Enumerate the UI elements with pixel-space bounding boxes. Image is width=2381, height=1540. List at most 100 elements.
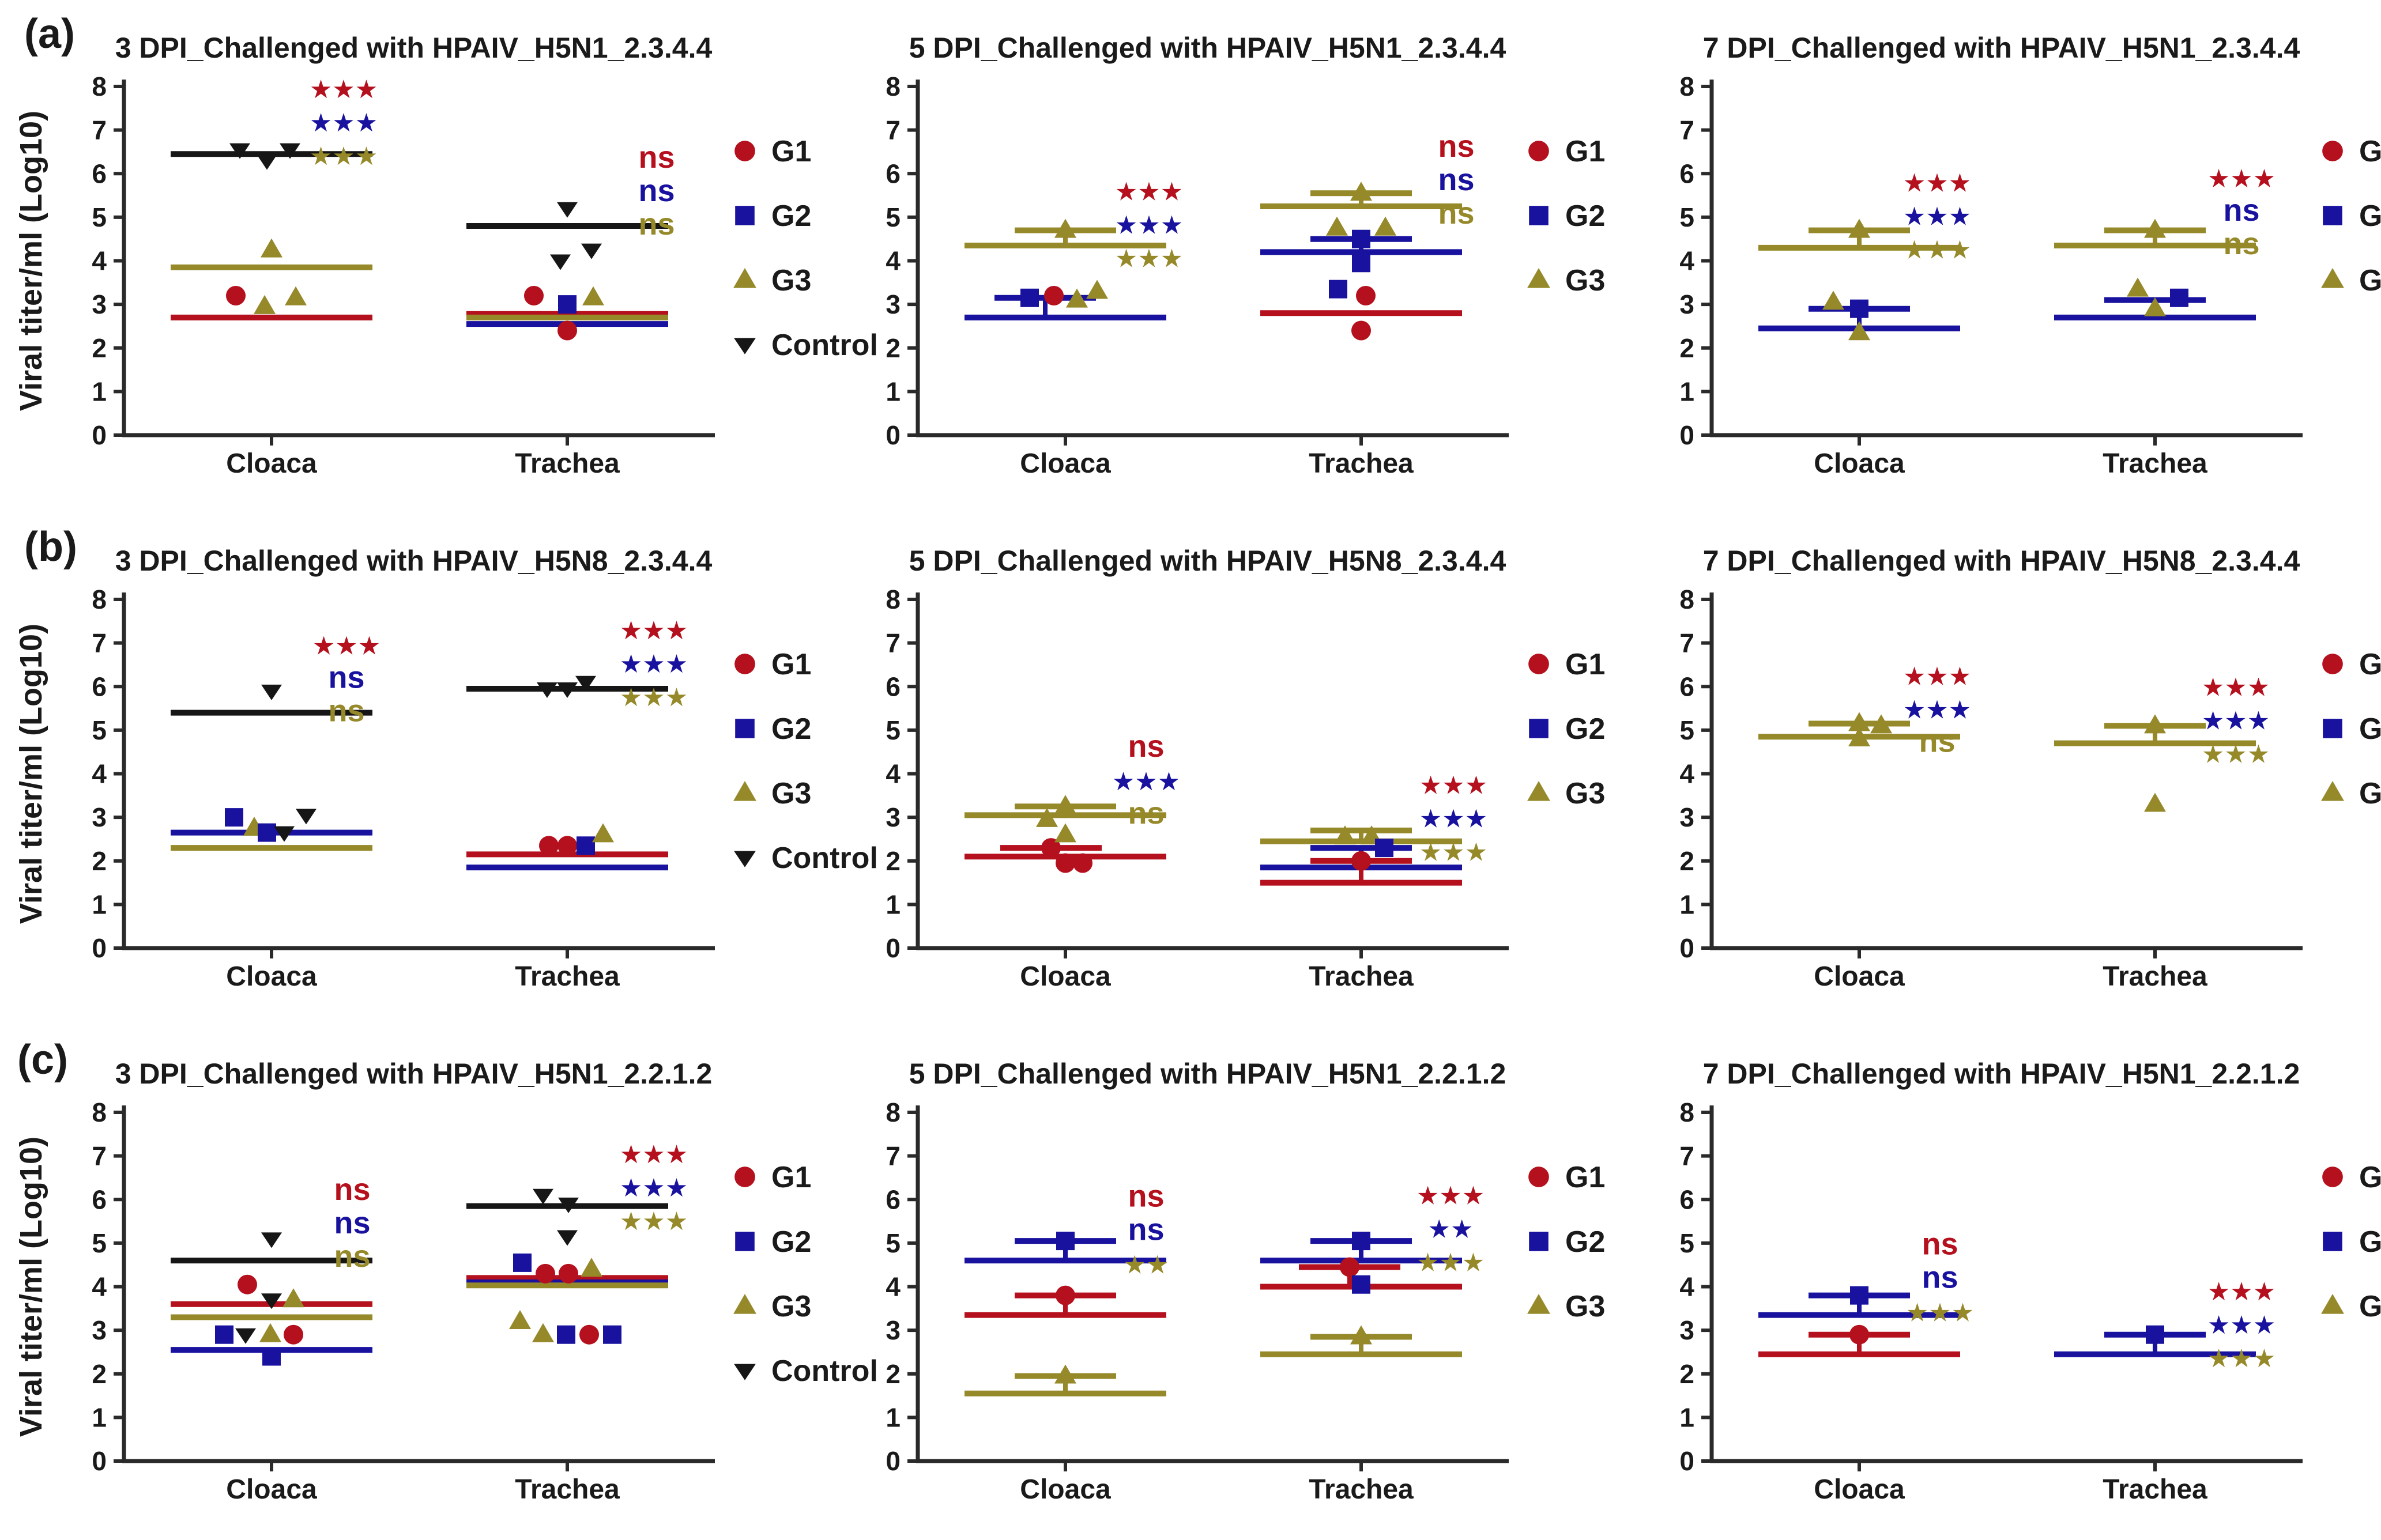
y-tick-label: 6	[886, 671, 901, 701]
g3-point	[1350, 1325, 1372, 1345]
sig-g2: ns	[1438, 163, 1474, 197]
x-category-label: Trachea	[2103, 961, 2207, 992]
g3-point	[1374, 216, 1396, 236]
y-tick-label: 7	[92, 628, 107, 658]
y-tick-label: 8	[92, 71, 107, 101]
g3-point	[1848, 727, 1870, 746]
g1-point	[579, 1324, 599, 1345]
x-category-label: Cloaca	[1814, 961, 1905, 992]
g3-point	[259, 1323, 281, 1342]
panel-svg: 7 DPI_Challenged with HPAIV_H5N8_2.3.4.4…	[1679, 545, 2381, 992]
y-tick-label: 3	[886, 1315, 901, 1345]
legend-label-g3: G3	[1565, 264, 1605, 297]
x-category-label: Cloaca	[1020, 1474, 1111, 1505]
g3-point	[1848, 218, 1870, 238]
g3-point	[1527, 1294, 1550, 1314]
panel-svg: 3 DPI_Challenged with HPAIV_H5N8_2.3.4.4…	[14, 545, 878, 992]
sig-g2: ns	[334, 1206, 370, 1240]
sig-g1: ns	[334, 1172, 370, 1207]
control-point	[557, 1230, 578, 1246]
control-point	[734, 338, 756, 354]
y-tick-label: 3	[1679, 802, 1694, 832]
chart-panel-7: 5 DPI_Challenged with HPAIV_H5N1_2.2.1.2…	[794, 1026, 1605, 1539]
control-point	[575, 675, 596, 692]
sig-g3: ns	[1919, 724, 1955, 758]
y-tick-label: 6	[886, 158, 901, 188]
g3-point	[2144, 218, 2166, 238]
panel-title: 3 DPI_Challenged with HPAIV_H5N8_2.3.4.4	[115, 545, 713, 577]
y-tick-label: 1	[92, 1402, 107, 1432]
y-tick-label: 2	[92, 333, 107, 363]
x-category-label: Cloaca	[1814, 448, 1905, 479]
control-point	[558, 1197, 579, 1213]
legend-label-g1: G1	[1565, 135, 1605, 168]
g2-point	[735, 206, 755, 225]
panel-svg: 3 DPI_Challenged with HPAIV_H5N1_2.3.4.4…	[14, 32, 878, 479]
g2-point	[1056, 1232, 1075, 1251]
y-tick-label: 6	[92, 158, 107, 188]
g2-point	[513, 1253, 532, 1272]
y-tick-label: 2	[1679, 1359, 1694, 1389]
legend-label-g3: G3	[2359, 1290, 2381, 1323]
control-point	[261, 1293, 282, 1309]
y-tick-label: 4	[92, 246, 107, 276]
y-tick-label: 1	[886, 376, 901, 406]
x-category-label: Trachea	[2103, 448, 2207, 479]
legend-label-g3: G3	[771, 777, 811, 810]
row-label-b: (b)	[24, 524, 77, 570]
g1-point	[2322, 654, 2343, 674]
legend-label-g1: G1	[2359, 648, 2381, 681]
x-category-label: Trachea	[515, 448, 620, 479]
sig-g1: ns	[1438, 129, 1474, 164]
y-tick-label: 2	[886, 333, 901, 363]
g2-point	[1375, 839, 1393, 858]
y-tick-label: 5	[92, 1228, 107, 1258]
panel-svg: 3 DPI_Challenged with HPAIV_H5N1_2.2.1.2…	[14, 1058, 878, 1505]
y-tick-label: 1	[92, 889, 107, 919]
g3-point	[2321, 1294, 2344, 1314]
y-tick-label: 0	[1679, 1446, 1694, 1476]
x-category-label: Trachea	[2103, 1474, 2207, 1505]
g3-point	[2321, 781, 2344, 801]
sig-g1: ★★★	[1416, 1182, 1485, 1210]
y-tick-label: 1	[1679, 376, 1694, 406]
g3-point	[1086, 280, 1108, 299]
g3-point	[1054, 823, 1076, 843]
g2-point	[1529, 206, 1549, 225]
sig-g1: ns	[638, 140, 675, 175]
legend-label-g3: G3	[2359, 777, 2381, 810]
sig-g3: ★★	[1124, 1251, 1169, 1279]
g1-point	[1528, 141, 1549, 161]
g3-point	[2321, 268, 2344, 288]
g3-point	[581, 1258, 602, 1277]
y-tick-label: 0	[92, 420, 107, 450]
y-tick-label: 8	[92, 584, 107, 614]
y-axis-label: Viral titer/ml (Log10)	[14, 624, 48, 924]
y-tick-label: 7	[1679, 115, 1694, 145]
chart-panel-3: 3 DPI_Challenged with HPAIV_H5N8_2.3.4.4…	[0, 513, 878, 1026]
y-tick-label: 1	[886, 1402, 901, 1432]
g3-point	[1066, 288, 1088, 308]
g3-point	[285, 286, 307, 305]
g3-point	[1848, 321, 1870, 341]
y-tick-label: 3	[886, 289, 901, 319]
legend-label-g1: G1	[771, 648, 811, 681]
sig-g1: ★★★	[1903, 169, 1971, 197]
legend-label-g2: G2	[2359, 712, 2381, 746]
y-tick-label: 5	[92, 202, 107, 232]
legend-label-g3: G3	[1565, 1290, 1605, 1323]
sig-g3: ★★★	[2207, 1345, 2275, 1373]
sig-g3: ★★★	[620, 684, 688, 712]
y-tick-label: 7	[92, 1141, 107, 1171]
g3-point	[733, 268, 756, 288]
y-tick-label: 6	[1679, 1184, 1694, 1214]
sig-g2: ★★★	[1903, 202, 1971, 231]
sig-g3: ns	[2223, 227, 2259, 261]
g3-point	[2144, 297, 2166, 316]
g2-point	[1329, 280, 1347, 299]
g1-point	[1056, 1285, 1075, 1305]
g2-point	[1529, 719, 1549, 738]
legend-label-g2: G2	[2359, 199, 2381, 233]
legend-label-g1: G1	[2359, 135, 2381, 168]
y-tick-label: 4	[886, 1272, 901, 1302]
